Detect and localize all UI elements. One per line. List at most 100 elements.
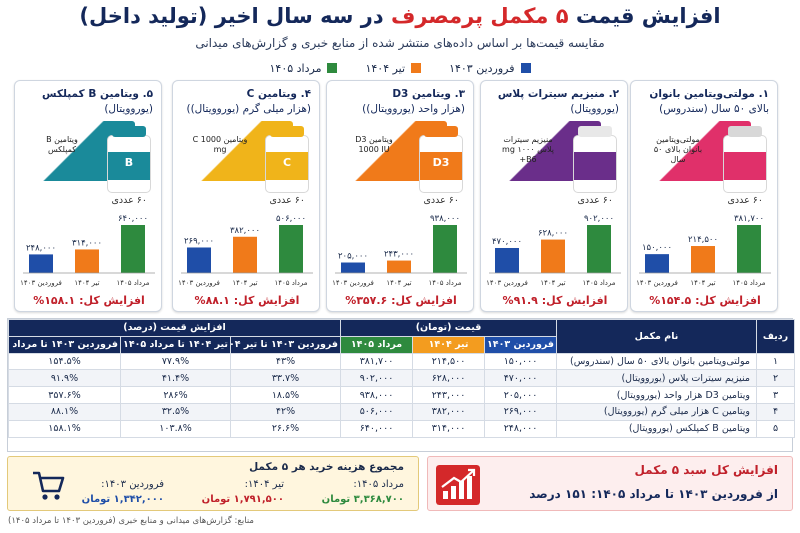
- total-increase-box: افزایش کل سبد ۵ مکمل از فروردین ۱۴۰۳ تا …: [427, 456, 793, 511]
- bar-0: [341, 262, 365, 273]
- bottle-label-band: [266, 152, 308, 180]
- cell-name: ویتامین C هزار میلی گرم (یوروویتال): [556, 402, 758, 421]
- table-body: ۱ مولتی‌ویتامین بانوان بالای ۵۰ سال (سندر…: [8, 352, 796, 438]
- bar-value-label: ۹۰۲,۰۰۰: [584, 214, 614, 224]
- legend-swatch: [327, 63, 338, 73]
- bar-category-label: فروردین ۱۴۰۳: [636, 279, 678, 287]
- legend-label: تیر ۱۴۰۴: [365, 61, 406, 75]
- bar-category-label: مرداد ۱۴۰۵: [116, 279, 149, 287]
- card-total-increase: افزایش کل: ۹۱.۹%: [502, 294, 608, 307]
- bar-2: [737, 225, 761, 273]
- pill-count: ۶۰ عددی: [111, 195, 147, 206]
- bottle-cap: [424, 126, 458, 137]
- card-title: ۲. منیزیم سیترات پلاس (یوروویتال): [487, 87, 619, 117]
- total-cost-title: مجموع هزینه خرید هر ۵ مکمل: [249, 461, 404, 473]
- cell-p3: ۹۰۲,۰۰۰: [339, 369, 414, 388]
- card-title: ۳. ویتامین D3 (هزار واحد (یوروویتال)): [333, 87, 465, 117]
- bar-2: [121, 225, 145, 273]
- bar-1: [387, 260, 411, 273]
- card-title-line1: ۵. ویتامین B کمپلکس: [42, 88, 153, 100]
- table-row: ۵ ویتامین B کمپلکس (یوروویتال) ۲۴۸,۰۰۰ ۳۱۴,…: [8, 419, 796, 438]
- cell-p1: ۴۷۰,۰۰۰: [484, 369, 558, 388]
- cell-name: ویتامین D3 هزار واحد (یوروویتال): [556, 386, 758, 404]
- cell-idx: ۱: [756, 352, 796, 371]
- cell-p1: ۲۴۸,۰۰۰: [484, 419, 558, 438]
- cell-i1: ۲۶.۶%: [230, 419, 341, 438]
- cell-p2: ۲۴۳,۰۰۰: [412, 386, 486, 404]
- pill-count: ۶۰ عددی: [423, 195, 459, 206]
- col-increase-group: افزایش قیمت (درصد): [8, 319, 341, 337]
- cell-idx: ۴: [756, 402, 796, 421]
- product-card-3: ۳. ویتامین D3 (هزار واحد (یوروویتال)) ویتا…: [326, 80, 474, 312]
- total-increase-value: از فروردین ۱۴۰۳ تا مرداد ۱۴۰۵: ۱۵۱ درصد: [529, 487, 778, 501]
- pill-count: ۶۰ عددی: [727, 195, 763, 206]
- bar-value-label: ۲۴۳,۰۰۰: [384, 250, 414, 260]
- card-title-line1: ۴. ویتامین C: [246, 88, 311, 100]
- table-row: ۳ ویتامین D3 هزار واحد (یوروویتال) ۲۰۵,۰۰۰…: [8, 386, 796, 404]
- bottle-cap: [728, 126, 762, 137]
- bottle-label-text: B: [124, 156, 134, 169]
- cell-p1: ۱۵۰,۰۰۰: [484, 352, 558, 371]
- col-index: ردیف: [756, 319, 796, 354]
- cell-i1: ۴۲%: [230, 402, 341, 421]
- cell-i3: ۸۸.۱%: [8, 402, 121, 421]
- cell-i2: ۷۷.۹%: [120, 352, 231, 371]
- bottle-label-band: [420, 152, 462, 180]
- bar-category-label: مرداد ۱۴۰۵: [582, 279, 615, 287]
- card-title-line2: (هزار میلی گرم (یوروویتال)): [186, 103, 311, 115]
- card-title-line2: (یوروویتال): [570, 103, 619, 115]
- shopping-cart-icon: [33, 471, 65, 500]
- bar-1: [75, 249, 99, 273]
- legend-label: مرداد ۱۴۰۵: [269, 61, 322, 75]
- card-total-increase: افزایش کل: ۱۵۸.۱%: [33, 294, 145, 307]
- cell-p3: ۹۳۸,۰۰۰: [339, 386, 414, 404]
- cell-i2: ۳۲.۵%: [120, 402, 231, 421]
- cell-p2: ۲۱۴,۵۰۰: [412, 352, 486, 371]
- bottle-cap: [578, 126, 612, 137]
- bar-category-label: تیر ۱۴۰۴: [540, 279, 565, 287]
- col-price-3: مرداد ۱۴۰۵: [339, 335, 414, 354]
- bar-value-label: ۶۴۰,۰۰۰: [118, 214, 148, 224]
- cell-idx: ۳: [756, 386, 796, 404]
- card-title: ۱. مولتی‌ویتامین بانوان بالای ۵۰ سال (سند…: [637, 87, 769, 117]
- total-label: مرداد ۱۴۰۵:: [353, 479, 404, 490]
- col-price-group: قیمت (تومان): [339, 319, 558, 337]
- card-title: ۵. ویتامین B کمپلکس (یوروویتال): [21, 87, 153, 117]
- legend-item-2: فروردین ۱۴۰۳: [449, 59, 531, 77]
- total-cost-box: مجموع هزینه خرید هر ۵ مکمل مرداد ۱۴۰۵: ۳,…: [7, 456, 419, 511]
- col-inc-3: فروردین ۱۴۰۳ تا مرداد ۱۴۰۵ (کل): [8, 335, 121, 354]
- product-bottle-image: B: [107, 126, 151, 193]
- table-row: ۱ مولتی‌ویتامین بانوان بالای ۵۰ سال (سندر…: [8, 352, 796, 371]
- cell-p2: ۳۸۲,۰۰۰: [412, 402, 486, 421]
- bar-category-label: تیر ۱۴۰۴: [386, 279, 411, 287]
- product-box-label: مولتی‌ویتامین بانوان بالای ۵۰ سال: [653, 135, 703, 164]
- price-table: ردیف نام مکمل قیمت (تومان) افزایش قیمت (…: [7, 318, 796, 452]
- total-col-0: مرداد ۱۴۰۵: ۳,۳۶۸,۷۰۰ تومان: [294, 477, 404, 507]
- total-value: ۱,۷۹۱,۵۰۰ تومان: [201, 494, 284, 505]
- total-value: ۳,۳۶۸,۷۰۰ تومان: [321, 494, 404, 505]
- product-card-1: ۱. مولتی‌ویتامین بانوان بالای ۵۰ سال (سند…: [630, 80, 778, 312]
- cell-i3: ۳۵۷.۶%: [8, 386, 121, 404]
- total-increase-title: افزایش کل سبد ۵ مکمل: [634, 463, 778, 477]
- bottle-cap: [112, 126, 146, 137]
- bar-category-label: مرداد ۱۴۰۵: [274, 279, 307, 287]
- title-part1: افزایش قیمت: [568, 4, 721, 28]
- legend-label: فروردین ۱۴۰۳: [449, 61, 515, 75]
- bar-category-label: فروردین ۱۴۰۳: [20, 279, 62, 287]
- bottle-cap: [270, 126, 304, 137]
- bar-0: [645, 254, 669, 273]
- cell-p3: ۶۴۰,۰۰۰: [339, 419, 414, 438]
- bar-category-label: مرداد ۱۴۰۵: [732, 279, 765, 287]
- bar-category-label: فروردین ۱۴۰۳: [178, 279, 220, 287]
- card-title-line2: بالای ۵۰ سال (سندروس): [659, 103, 769, 115]
- bar-value-label: ۹۳۸,۰۰۰: [430, 214, 460, 224]
- card-title-line2: (هزار واحد (یوروویتال)): [362, 103, 465, 115]
- trend-up-icon: [436, 465, 480, 505]
- bar-value-label: ۳۸۱,۷۰۰: [734, 214, 764, 224]
- cell-name: منیزیم سیترات پلاس (یوروویتال): [556, 369, 758, 388]
- cell-p1: ۲۶۹,۰۰۰: [484, 402, 558, 421]
- bar-value-label: ۵۰۶,۰۰۰: [276, 214, 306, 224]
- card-bar-chart: ۴۷۰,۰۰۰ فروردین ۱۴۰۳ ۶۲۸,۰۰۰ تیر ۱۴۰۴ ۹۰۲,۰۰…: [486, 214, 621, 287]
- cell-i1: ۴۳%: [230, 352, 341, 371]
